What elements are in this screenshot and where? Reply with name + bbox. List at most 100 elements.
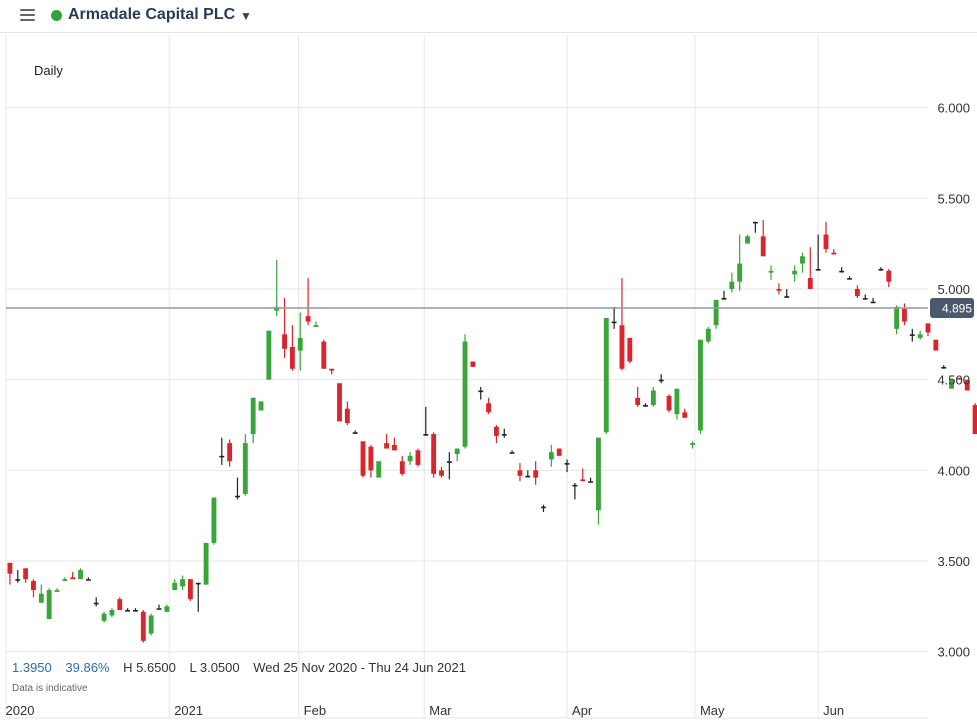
candle-body [792, 270, 798, 275]
caret-down-icon[interactable]: ▼ [240, 9, 252, 23]
candle [415, 448, 421, 467]
candle-body [705, 328, 711, 342]
candle-body [831, 252, 837, 255]
date-range: Wed 25 Nov 2020 - Thu 24 Jun 2021 [253, 660, 466, 675]
candle-body [219, 455, 225, 458]
candle-body [800, 256, 805, 264]
candle-body [329, 368, 335, 371]
price-chart[interactable]: 4.895 3.000 3.500 4.000 4.500 5.000 5.500 6.00… [0, 33, 977, 725]
candle-body [368, 446, 374, 471]
candle-body [274, 307, 280, 311]
candle [329, 368, 335, 375]
candle [713, 299, 719, 329]
candle [949, 379, 954, 389]
candle [15, 570, 21, 583]
candle-body [886, 270, 892, 282]
candle [972, 403, 977, 435]
hamburger-icon[interactable] [20, 9, 35, 21]
candle [195, 582, 201, 612]
candle-body [737, 263, 743, 282]
candle [776, 283, 782, 295]
candle [101, 611, 107, 623]
candle-body [949, 379, 954, 389]
candle-body [478, 390, 484, 393]
candle [517, 463, 523, 482]
candle-body [454, 448, 460, 455]
candle [470, 361, 476, 367]
instrument-name[interactable]: Armadale Capital PLC [68, 6, 236, 23]
candle-body [619, 325, 625, 369]
candle [46, 588, 52, 620]
candle-body [250, 397, 256, 435]
candle-body [211, 497, 217, 543]
candle [690, 441, 696, 449]
candle-body [533, 470, 539, 478]
candle-body [140, 611, 146, 641]
candle-body [902, 308, 907, 322]
candle [344, 401, 350, 425]
candle [274, 259, 280, 317]
current-price-label: 4.895 [942, 301, 972, 315]
candle-body [117, 599, 123, 611]
candle-body [784, 296, 790, 298]
candle [886, 268, 892, 288]
candle [847, 276, 852, 280]
candle-body [721, 298, 727, 300]
candle [282, 298, 287, 358]
candle-body [70, 577, 76, 580]
candle [737, 234, 743, 291]
candle-body [666, 395, 672, 411]
candle-body [266, 330, 272, 380]
candle [180, 575, 185, 591]
candle-body [768, 270, 774, 273]
candle [666, 394, 672, 413]
candle [564, 459, 570, 473]
candle-body [101, 613, 107, 621]
candle-body [713, 299, 719, 326]
x-tick-label: 2020 [6, 703, 35, 718]
candle-body [148, 615, 154, 634]
candle-body [682, 412, 688, 418]
candle-body [564, 463, 570, 465]
candle [31, 579, 36, 598]
footer-stats: 1.3950 39.86% H 5.6500 L 3.0500 Wed 25 N… [12, 660, 476, 675]
candle-body [650, 390, 656, 406]
interval-label[interactable]: Daily [34, 63, 63, 78]
candle [62, 577, 68, 581]
candle [580, 468, 586, 482]
candle [38, 584, 44, 603]
candle [203, 542, 209, 585]
candle [109, 608, 115, 618]
candle-body [195, 582, 201, 585]
candle-body [93, 602, 99, 605]
candle-body [313, 325, 319, 328]
candle [478, 386, 484, 400]
candle [831, 249, 837, 255]
candle-body [493, 426, 499, 436]
candle-body [603, 317, 609, 433]
candle [721, 290, 727, 300]
candle [596, 437, 601, 525]
candle-body [242, 443, 248, 494]
candle [548, 444, 554, 467]
candle [839, 267, 845, 273]
candle-body [933, 339, 939, 351]
candle [211, 497, 217, 545]
candle [133, 608, 138, 612]
candle-body [297, 337, 303, 351]
y-tick-label: 4.500 [937, 373, 970, 388]
candle [242, 434, 248, 496]
candle-body [752, 221, 758, 224]
chart-grid [5, 35, 928, 719]
candle-body [823, 234, 829, 250]
candle [815, 234, 821, 271]
candle [266, 330, 272, 380]
candle-body [321, 341, 327, 369]
data-disclaimer: Data is indicative [12, 683, 88, 694]
candlestick-series [7, 220, 977, 643]
candle-body [698, 339, 703, 431]
candle [407, 452, 413, 465]
candle-body [187, 579, 193, 600]
candle-body [360, 441, 366, 476]
candle-body [54, 590, 60, 592]
